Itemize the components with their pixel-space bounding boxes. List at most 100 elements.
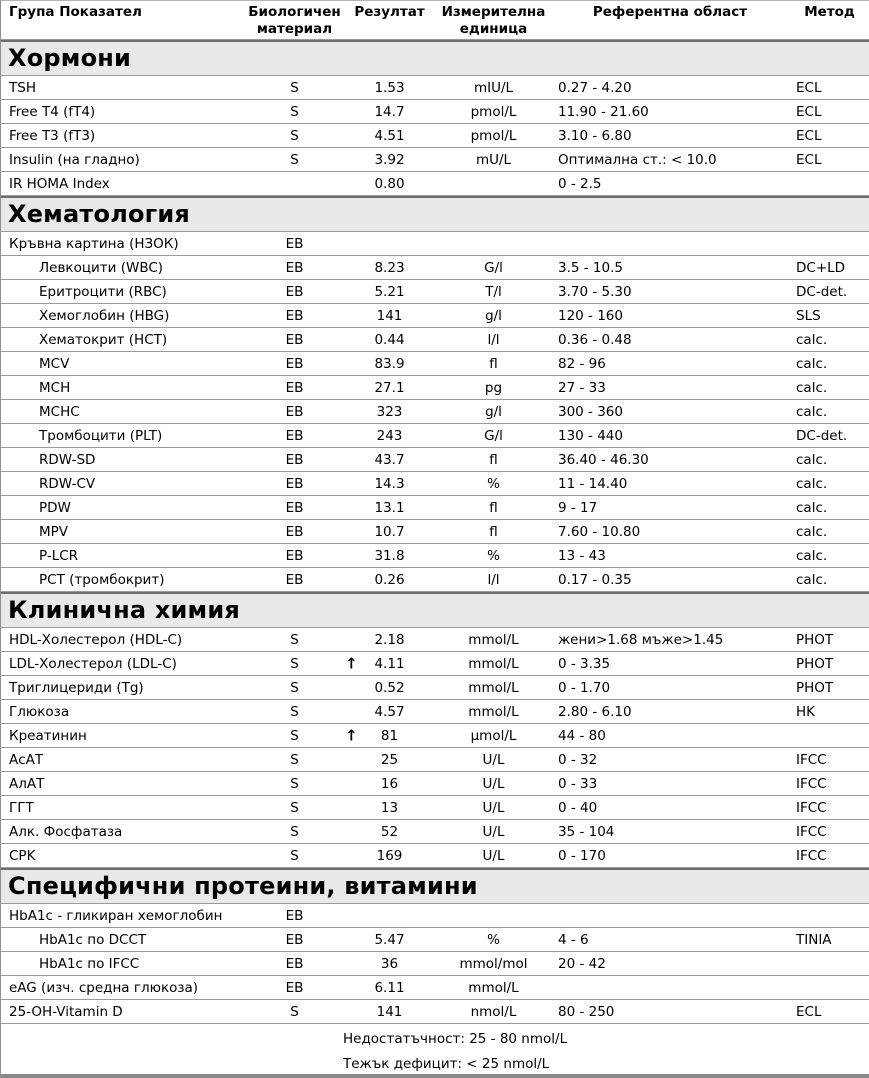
material-cell: ЕВ	[285, 403, 304, 420]
section-header: Хематология	[1, 196, 869, 232]
indicator-name: MCHC	[39, 403, 80, 420]
result-value: 10.7	[374, 523, 405, 540]
section-title: Специфични протеини, витамини	[8, 872, 478, 900]
result-cell: ↑ 4.11	[342, 656, 437, 672]
unit-cell: nmol/L	[470, 1003, 517, 1020]
unit-cell: U/L	[482, 751, 505, 768]
method-cell: PHOT	[796, 631, 834, 648]
unit-cell: %	[487, 931, 500, 948]
reference-cell: 3.5 - 10.5	[558, 259, 623, 276]
unit-cell: fl	[489, 499, 498, 516]
unit-cell: fl	[489, 523, 498, 540]
method-cell: PHOT	[796, 679, 834, 696]
reference-cell: 35 - 104	[558, 823, 615, 840]
indicator-name: TSH	[9, 79, 36, 96]
reference-cell: 2.80 - 6.10	[558, 703, 632, 720]
result-cell: 13.1	[342, 500, 437, 516]
reference-cell: 9 - 17	[558, 499, 598, 516]
unit-cell: pmol/L	[470, 103, 517, 120]
unit-cell: fl	[489, 355, 498, 372]
unit-cell: pg	[484, 379, 503, 396]
indicator-name: HbA1c по DCCT	[39, 931, 147, 948]
table-row: PDW ЕВ 13.1 fl 9 - 17 calc.	[1, 496, 869, 520]
result-cell: 141	[342, 308, 437, 324]
result-value: 2.18	[374, 631, 405, 648]
result-cell: 6.11	[342, 980, 437, 996]
result-value: 4.11	[374, 655, 405, 672]
table-row: MPV ЕВ 10.7 fl 7.60 - 10.80 calc.	[1, 520, 869, 544]
method-cell: HK	[796, 703, 816, 720]
result-value: 6.11	[374, 979, 405, 996]
unit-cell: mU/L	[475, 151, 512, 168]
table-row: Алк. Фосфатаза S 52 U/L 35 - 104 IFCC	[1, 820, 869, 844]
table-row: АлАТ S 16 U/L 0 - 33 IFCC	[1, 772, 869, 796]
material-cell: ЕВ	[285, 427, 304, 444]
method-cell: calc.	[796, 571, 828, 588]
section-header: Специфични протеини, витамини	[1, 868, 869, 904]
material-cell: S	[290, 727, 299, 744]
reference-cell: 0 - 33	[558, 775, 598, 792]
result-cell: 243	[342, 428, 437, 444]
method-cell: SLS	[796, 307, 821, 324]
result-value: 141	[376, 1003, 403, 1020]
indicator-name: Кръвна картина (НЗОК)	[9, 235, 179, 252]
result-value: 13.1	[374, 499, 405, 516]
material-cell: ЕВ	[285, 523, 304, 540]
method-cell: ECL	[796, 103, 822, 120]
result-cell: 0.52	[342, 680, 437, 696]
table-row: MCV ЕВ 83.9 fl 82 - 96 calc.	[1, 352, 869, 376]
material-cell: ЕВ	[285, 907, 304, 924]
unit-cell: mmol/L	[468, 631, 519, 648]
indicator-name: 25-OH-Vitamin D	[9, 1003, 123, 1020]
method-cell: DC-det.	[796, 283, 848, 300]
result-value: 5.21	[374, 283, 405, 300]
result-cell: 83.9	[342, 356, 437, 372]
result-cell: 0.80	[342, 176, 437, 192]
method-cell: DC-det.	[796, 427, 848, 444]
indicator-name: HbA1c по IFCC	[39, 955, 140, 972]
method-cell: IFCC	[796, 751, 827, 768]
unit-cell: pmol/L	[470, 127, 517, 144]
result-cell: 8.23	[342, 260, 437, 276]
reference-cell: 0 - 170	[558, 847, 606, 864]
result-cell: 0.44	[342, 332, 437, 348]
material-cell: ЕВ	[285, 331, 304, 348]
unit-cell: g/l	[485, 403, 502, 420]
material-cell: S	[290, 151, 299, 168]
indicator-name: АсАТ	[9, 751, 44, 768]
material-cell: S	[290, 103, 299, 120]
indicator-name: RDW-CV	[39, 475, 96, 492]
unit-cell: g/l	[485, 307, 502, 324]
indicator-name: P-LCR	[39, 547, 79, 564]
method-cell: DC+LD	[796, 259, 846, 276]
method-cell: TINIA	[796, 931, 832, 948]
material-cell: ЕВ	[285, 499, 304, 516]
unit-cell: U/L	[482, 847, 505, 864]
reference-cell: 0.36 - 0.48	[558, 331, 632, 348]
material-cell: ЕВ	[285, 931, 304, 948]
result-value: 8.23	[374, 259, 405, 276]
indicator-name: Хемоглобин (HBG)	[39, 307, 170, 324]
table-row: Free T4 (fT4) S 14.7 pmol/L 11.90 - 21.6…	[1, 100, 869, 124]
unit-cell: %	[487, 547, 500, 564]
method-cell: ECL	[796, 79, 822, 96]
unit-cell: fl	[489, 451, 498, 468]
material-cell: S	[290, 1003, 299, 1020]
unit-cell: µmol/L	[470, 727, 517, 744]
unit-cell: mIU/L	[473, 79, 514, 96]
table-body: Хормони TSH S 1.53 mIU/L 0.27 - 4.20 ECL…	[1, 40, 869, 1024]
result-cell: 4.51	[342, 128, 437, 144]
table-row: Тромбоцити (PLT) ЕВ 243 G/l 130 - 440 DC…	[1, 424, 869, 448]
result-cell: 14.3	[342, 476, 437, 492]
indicator-name: PDW	[39, 499, 71, 516]
column-header-unit: Измерителна единица	[441, 4, 546, 37]
table-row: RDW-CV ЕВ 14.3 % 11 - 14.40 calc.	[1, 472, 869, 496]
indicator-name: HbA1c - гликиран хемоглобин	[9, 907, 223, 924]
arrow-up-icon: ↑	[345, 654, 358, 672]
method-cell: PHOT	[796, 655, 834, 672]
unit-cell: T/l	[485, 283, 502, 300]
indicator-name: MPV	[39, 523, 69, 540]
indicator-name: Алк. Фосфатаза	[9, 823, 123, 840]
result-value: 25	[380, 751, 399, 768]
